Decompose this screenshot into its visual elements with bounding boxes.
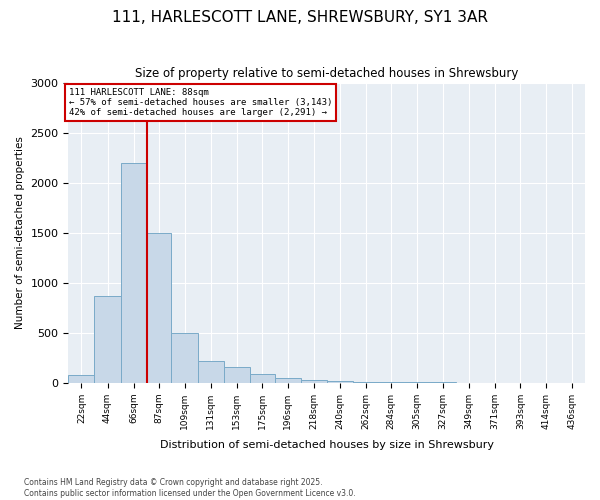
Bar [353, 382, 379, 383]
X-axis label: Distribution of semi-detached houses by size in Shrewsbury: Distribution of semi-detached houses by … [160, 440, 494, 450]
Text: 111 HARLESCOTT LANE: 88sqm
← 57% of semi-detached houses are smaller (3,143)
42%: 111 HARLESCOTT LANE: 88sqm ← 57% of semi… [69, 88, 332, 118]
Bar [197, 361, 224, 383]
Y-axis label: Number of semi-detached properties: Number of semi-detached properties [15, 136, 25, 330]
Bar [146, 233, 172, 383]
Title: Size of property relative to semi-detached houses in Shrewsbury: Size of property relative to semi-detach… [135, 68, 518, 80]
Bar [301, 380, 327, 383]
Bar [94, 296, 121, 383]
Bar [172, 333, 197, 383]
Bar [327, 381, 353, 383]
Bar [275, 378, 301, 383]
Bar [68, 376, 94, 383]
Text: 111, HARLESCOTT LANE, SHREWSBURY, SY1 3AR: 111, HARLESCOTT LANE, SHREWSBURY, SY1 3A… [112, 10, 488, 25]
Bar [379, 382, 404, 383]
Bar [121, 163, 146, 383]
Bar [224, 367, 250, 383]
Bar [250, 374, 275, 383]
Text: Contains HM Land Registry data © Crown copyright and database right 2025.
Contai: Contains HM Land Registry data © Crown c… [24, 478, 356, 498]
